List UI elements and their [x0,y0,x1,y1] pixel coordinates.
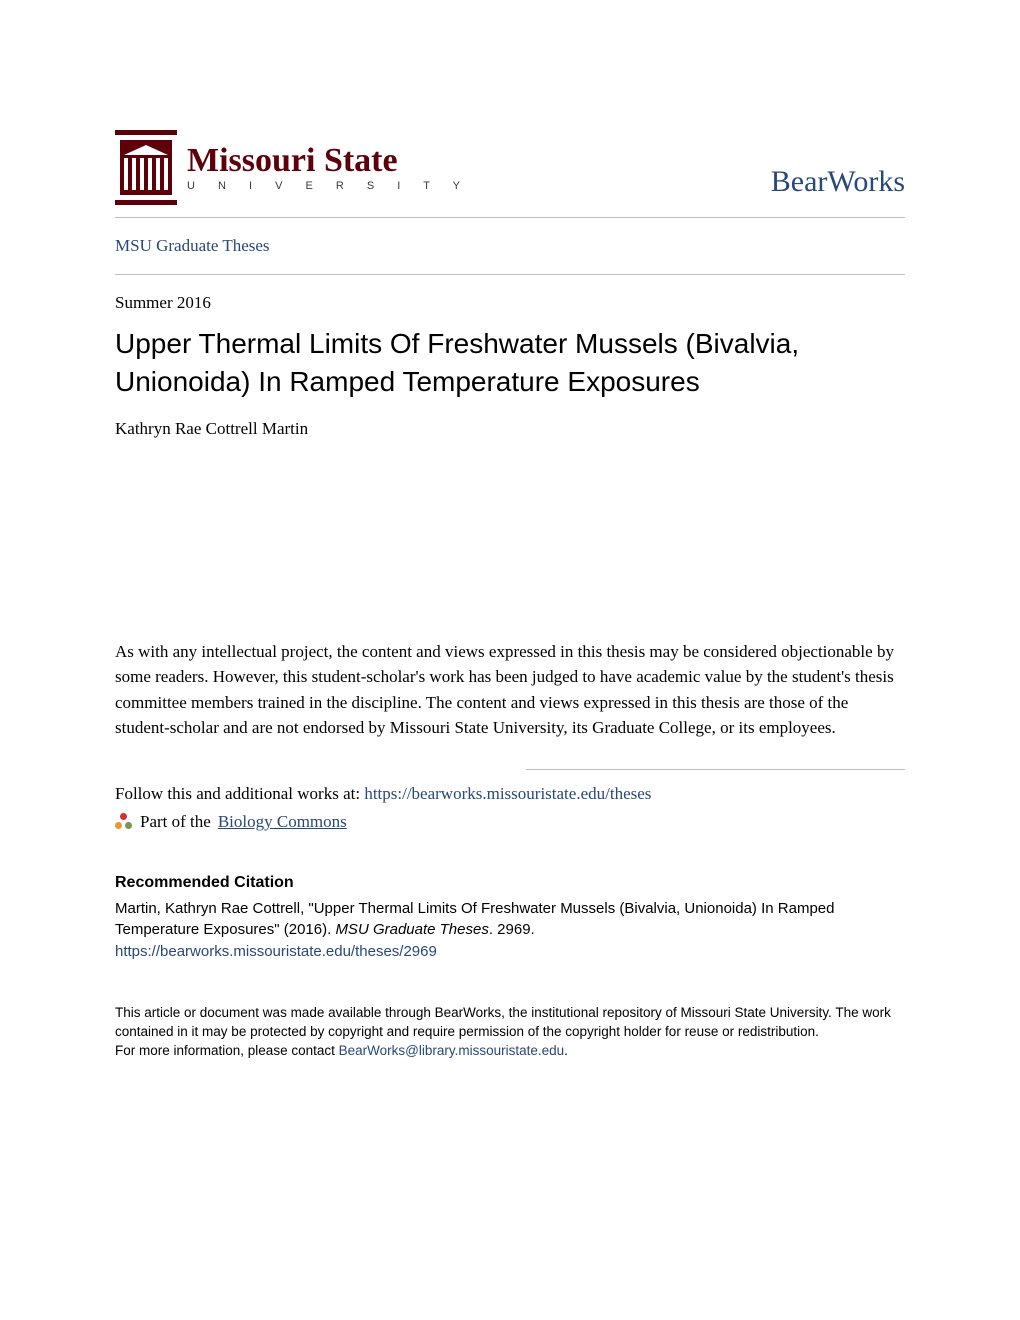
footer-line1: This article or document was made availa… [115,1005,891,1039]
footer-note: This article or document was made availa… [115,1004,905,1061]
divider [115,217,905,218]
footer-line2-suffix: . [564,1043,568,1058]
wordmark-main: Missouri State [187,144,470,178]
follow-line: Follow this and additional works at: htt… [115,784,905,804]
contact-email-link[interactable]: BearWorks@library.missouristate.edu [339,1043,565,1058]
document-title: Upper Thermal Limits Of Freshwater Musse… [115,325,905,401]
divider [115,274,905,275]
follow-prefix: Follow this and additional works at: [115,784,364,803]
logo-mark-icon [115,130,177,205]
citation-post: . 2969. [489,921,535,938]
partof-prefix: Part of the [140,812,211,832]
permalink-url[interactable]: https://bearworks.missouristate.edu/thes… [115,943,437,960]
citation-text: Martin, Kathryn Rae Cottrell, "Upper The… [115,898,905,942]
follow-url-link[interactable]: https://bearworks.missouristate.edu/thes… [364,784,651,803]
wordmark-subtitle: U N I V E R S I T Y [187,180,470,192]
recommended-citation-heading: Recommended Citation [115,874,905,892]
part-of-row: Part of the Biology Commons [115,812,905,832]
institution-logo: Missouri State U N I V E R S I T Y [115,130,470,205]
repository-name-link[interactable]: BearWorks [771,165,905,199]
citation-series: MSU Graduate Theses [335,921,488,938]
collection-link[interactable]: MSU Graduate Theses [115,236,905,256]
permalink[interactable]: https://bearworks.missouristate.edu/thes… [115,943,905,960]
commons-network-icon [115,813,133,831]
institution-wordmark: Missouri State U N I V E R S I T Y [187,144,470,192]
header: Missouri State U N I V E R S I T Y BearW… [115,130,905,205]
author-name: Kathryn Rae Cottrell Martin [115,419,905,439]
disclaimer-text: As with any intellectual project, the co… [115,639,905,741]
short-rule [526,769,905,770]
footer-line2-prefix: For more information, please contact [115,1043,339,1058]
commons-link[interactable]: Biology Commons [218,812,347,832]
publication-date: Summer 2016 [115,293,905,313]
